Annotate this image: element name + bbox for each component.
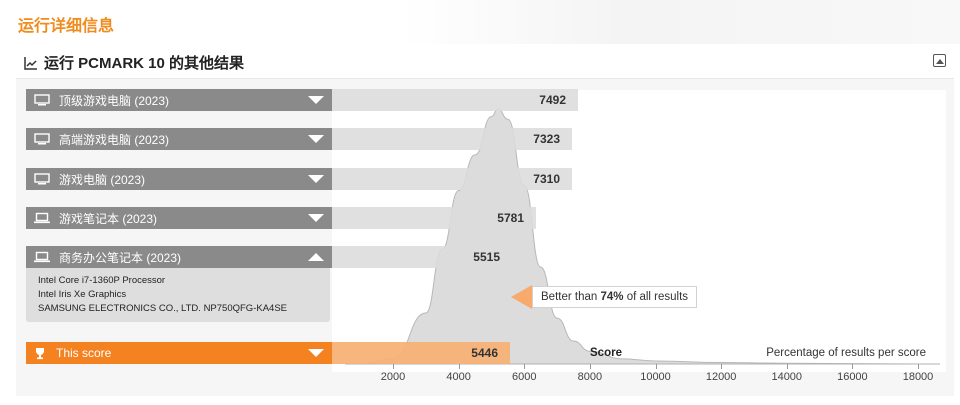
desktop-icon — [34, 94, 50, 106]
section-title-text: 运行 PCMARK 10 的其他结果 — [44, 55, 245, 72]
system-details: Intel Core i7-1360P Processor Intel Iris… — [26, 268, 330, 322]
x-tick-mark — [786, 364, 788, 369]
laptop-icon — [34, 212, 50, 224]
chevron-up-icon[interactable] — [308, 253, 324, 261]
gpu-name: Intel Iris Xe Graphics — [38, 289, 127, 300]
row-label[interactable]: This score — [26, 342, 332, 364]
header-background — [400, 0, 960, 44]
trophy-icon — [36, 347, 44, 359]
x-tick-mark — [458, 364, 460, 369]
score-bar: 5781 — [332, 207, 536, 229]
row-label-text: 游戏笔记本 (2023) — [59, 211, 158, 226]
x-tick-label: 6000 — [512, 371, 537, 383]
x-tick-label: 4000 — [446, 371, 471, 383]
score-bar: 5446 — [332, 342, 510, 364]
callout-prefix: Better than — [541, 291, 601, 303]
x-tick-label: 16000 — [837, 371, 868, 383]
x-tick-mark — [852, 364, 854, 369]
score-bar: 7323 — [332, 128, 572, 150]
row-label[interactable]: 顶级游戏电脑 (2023) — [26, 89, 332, 111]
row-label-text: 游戏电脑 (2023) — [59, 172, 146, 187]
x-tick-mark — [721, 364, 723, 369]
row-label[interactable]: 高端游戏电脑 (2023) — [26, 128, 332, 150]
chevron-down-icon[interactable] — [308, 135, 324, 143]
x-tick-mark — [524, 364, 526, 369]
line-chart-icon — [24, 56, 37, 70]
x-axis-label: Score — [590, 347, 622, 359]
row-label-text: 顶级游戏电脑 (2023) — [59, 93, 170, 108]
x-tick-label: 12000 — [705, 371, 737, 383]
x-tick-label: 8000 — [577, 371, 603, 383]
desktop-icon — [34, 173, 50, 185]
row-label[interactable]: 游戏笔记本 (2023) — [26, 207, 332, 229]
chevron-down-icon[interactable] — [308, 96, 324, 104]
chevron-down-icon[interactable] — [308, 214, 324, 222]
chevron-up-icon — [935, 58, 944, 64]
x-tick-label: 18000 — [902, 371, 934, 383]
row-label-text: 商务办公笔记本 (2023) — [59, 250, 182, 265]
row-label-text: This score — [56, 346, 112, 360]
x-tick-label: 14000 — [771, 371, 803, 383]
page-title: 运行详细信息 — [18, 18, 115, 35]
x-tick-mark — [589, 364, 591, 369]
percentile-callout: Better than 74% of all results — [532, 286, 698, 308]
chevron-down-icon[interactable] — [308, 349, 324, 357]
x-tick-mark — [918, 364, 919, 369]
row-label[interactable]: 游戏电脑 (2023) — [26, 168, 332, 190]
collapse-button[interactable] — [933, 54, 946, 67]
x-tick-mark — [393, 364, 394, 369]
score-bar: 5515 — [332, 246, 512, 268]
chevron-down-icon[interactable] — [308, 175, 324, 183]
score-bar: 7310 — [332, 168, 572, 190]
system-name: SAMSUNG ELECTRONICS CO., LTD. NP750QFG-K… — [38, 303, 287, 314]
y-axis-label: Percentage of results per score — [766, 347, 926, 359]
section-title: 运行 PCMARK 10 的其他结果 — [24, 52, 244, 73]
x-tick-label: 10000 — [640, 371, 671, 383]
cpu-name: Intel Core i7-1360P Processor — [38, 275, 166, 286]
x-tick-mark — [655, 364, 657, 369]
callout-suffix: of all results — [623, 291, 689, 303]
callout-arrow — [511, 285, 532, 309]
row-label[interactable]: 商务办公笔记本 (2023) — [26, 246, 332, 268]
callout-percent: 74% — [600, 291, 624, 303]
desktop-icon — [34, 133, 50, 145]
laptop-icon — [34, 251, 50, 263]
row-label-text: 高端游戏电脑 (2023) — [59, 132, 170, 147]
x-tick-label: 2000 — [380, 371, 406, 383]
score-bar: 7492 — [332, 89, 578, 111]
